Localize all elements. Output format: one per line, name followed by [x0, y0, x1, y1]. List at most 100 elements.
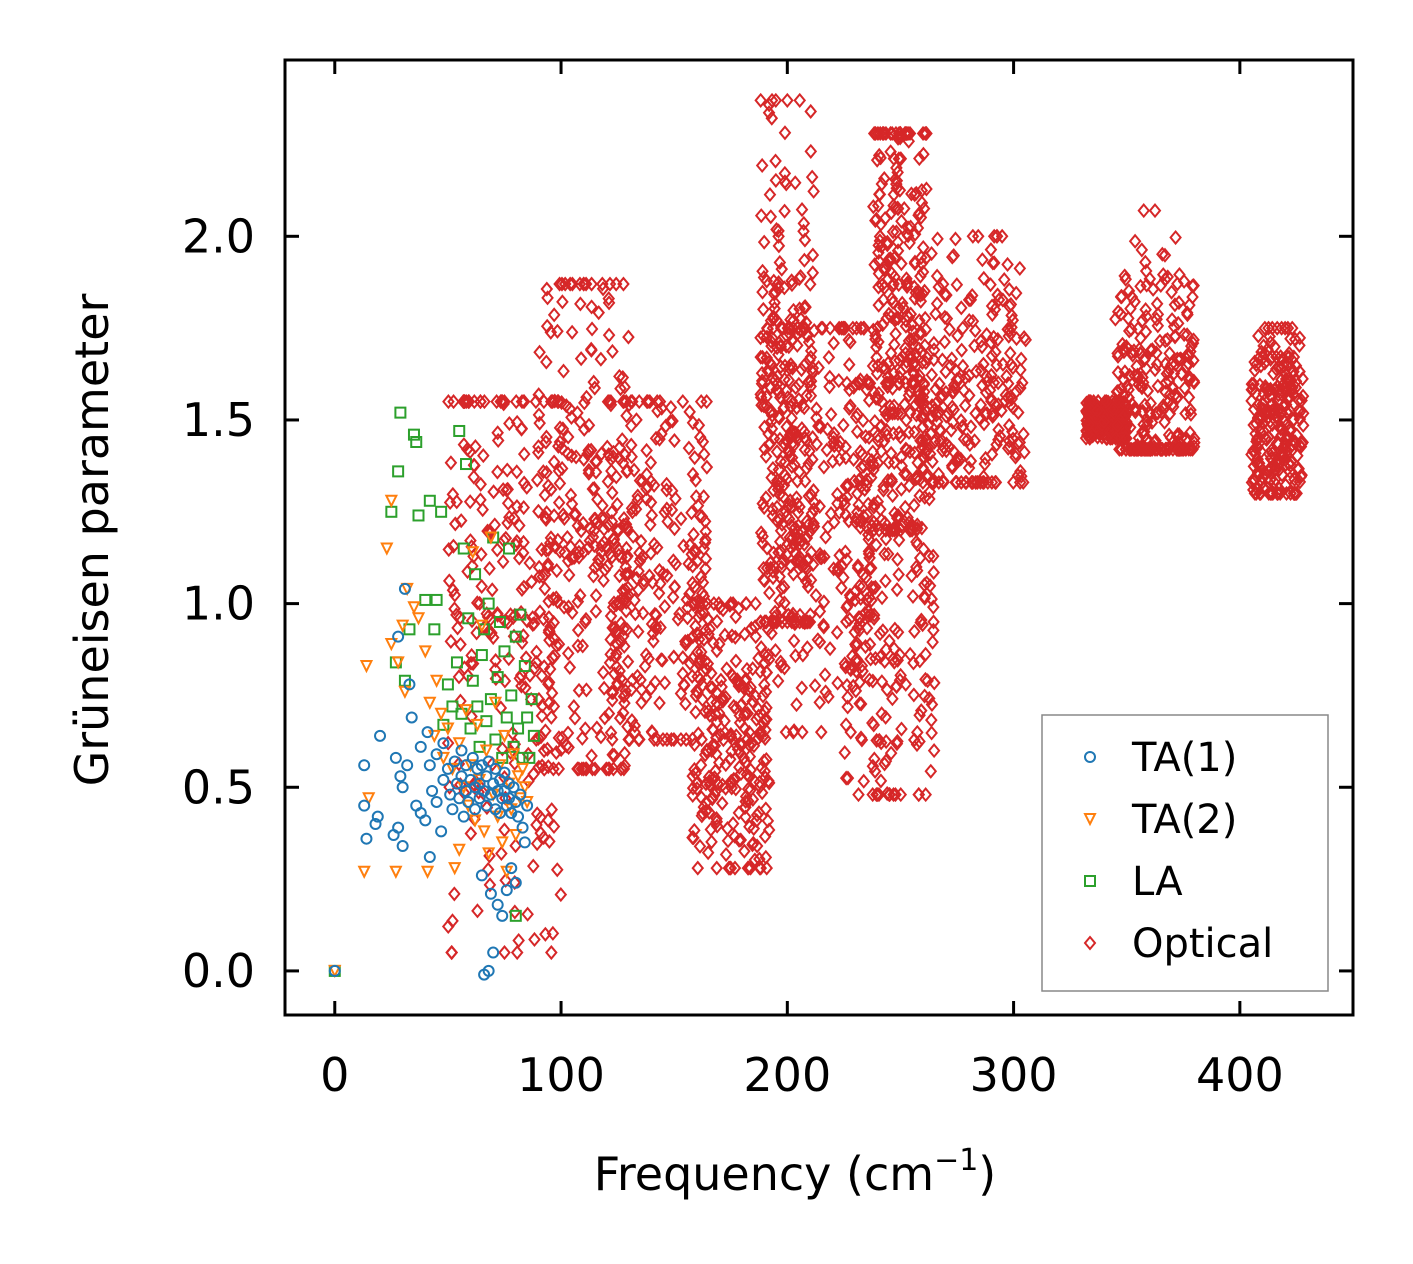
data-point: [430, 748, 443, 761]
data-point: [702, 703, 715, 719]
data-point: [933, 422, 946, 438]
data-point: [625, 394, 639, 410]
data-point: [618, 447, 632, 463]
data-point: [903, 405, 917, 421]
data-point: [446, 803, 459, 816]
data-point: [1182, 389, 1196, 405]
data-point: [625, 713, 639, 729]
data-point: [1282, 388, 1296, 405]
data-point: [1293, 337, 1306, 353]
data-point: [549, 745, 563, 761]
data-point: [535, 758, 549, 774]
data-point: [553, 475, 567, 491]
data-point: [927, 342, 941, 358]
data-point: [693, 671, 707, 688]
data-point: [767, 482, 780, 498]
data-point: [1132, 430, 1146, 446]
data-point: [788, 175, 802, 191]
data-point: [925, 367, 939, 383]
data-point: [543, 661, 557, 677]
data-point: [632, 731, 645, 748]
data-point: [567, 699, 581, 715]
data-point: [1294, 469, 1308, 485]
data-point: [493, 806, 506, 819]
data-point: [483, 877, 497, 893]
data-point: [974, 333, 988, 349]
data-point: [785, 393, 798, 409]
data-point: [541, 741, 554, 757]
data-point: [1083, 394, 1096, 410]
data-point: [1161, 331, 1174, 348]
data-point: [577, 421, 591, 437]
data-point: [752, 650, 765, 666]
data-point: [725, 628, 739, 644]
data-point: [882, 251, 896, 267]
data-point: [1011, 435, 1025, 452]
data-point: [498, 645, 511, 658]
data-point: [786, 320, 800, 336]
data-point: [873, 233, 887, 249]
data-point: [1090, 403, 1104, 419]
data-point: [653, 695, 666, 711]
data-point: [928, 675, 941, 691]
data-point: [552, 463, 566, 479]
data-point: [699, 561, 712, 577]
data-point: [467, 469, 481, 485]
data-point: [607, 532, 621, 548]
data-point: [766, 370, 779, 386]
data-point: [864, 560, 878, 576]
data-point: [874, 216, 888, 232]
data-point: [870, 349, 883, 366]
data-point: [605, 692, 619, 708]
data-point: [563, 401, 577, 417]
data-point: [873, 626, 887, 642]
data-point: [515, 678, 528, 694]
data-point: [701, 596, 714, 612]
data-point: [950, 277, 964, 293]
data-point: [955, 342, 968, 358]
data-point: [487, 484, 500, 500]
data-point: [535, 708, 549, 724]
data-point: [853, 622, 866, 638]
data-point: [784, 425, 798, 441]
data-point: [475, 619, 489, 633]
data-point: [1001, 256, 1014, 273]
data-point: [628, 718, 642, 734]
data-point: [1158, 247, 1172, 263]
data-point: [933, 404, 946, 420]
data-point: [778, 595, 791, 611]
data-point: [984, 334, 998, 351]
x-axis-title-sup: −1: [934, 1143, 978, 1178]
data-point: [823, 379, 836, 395]
data-point: [547, 818, 561, 835]
data-point: [694, 757, 708, 773]
data-point: [987, 228, 1001, 244]
data-point: [491, 606, 504, 622]
data-point: [1081, 412, 1095, 428]
data-point: [644, 680, 658, 697]
data-point: [870, 152, 884, 168]
data-point: [891, 624, 905, 640]
data-point: [763, 187, 777, 203]
data-point: [910, 534, 923, 550]
data-point: [619, 516, 633, 532]
data-point: [925, 425, 938, 441]
data-point: [769, 172, 783, 188]
data-point: [857, 773, 871, 789]
data-point: [515, 420, 529, 437]
data-point: [541, 556, 555, 572]
data-point: [453, 424, 466, 437]
data-point: [512, 722, 525, 735]
data-point: [891, 130, 905, 146]
data-point: [579, 761, 593, 777]
data-point: [584, 341, 598, 357]
data-point: [765, 470, 778, 486]
data-point: [710, 613, 724, 629]
data-point: [371, 810, 384, 823]
data-point: [435, 825, 448, 838]
data-point: [516, 821, 529, 834]
data-point: [1259, 378, 1272, 394]
data-point: [1017, 426, 1030, 442]
data-point: [839, 770, 853, 786]
data-point: [523, 555, 537, 571]
